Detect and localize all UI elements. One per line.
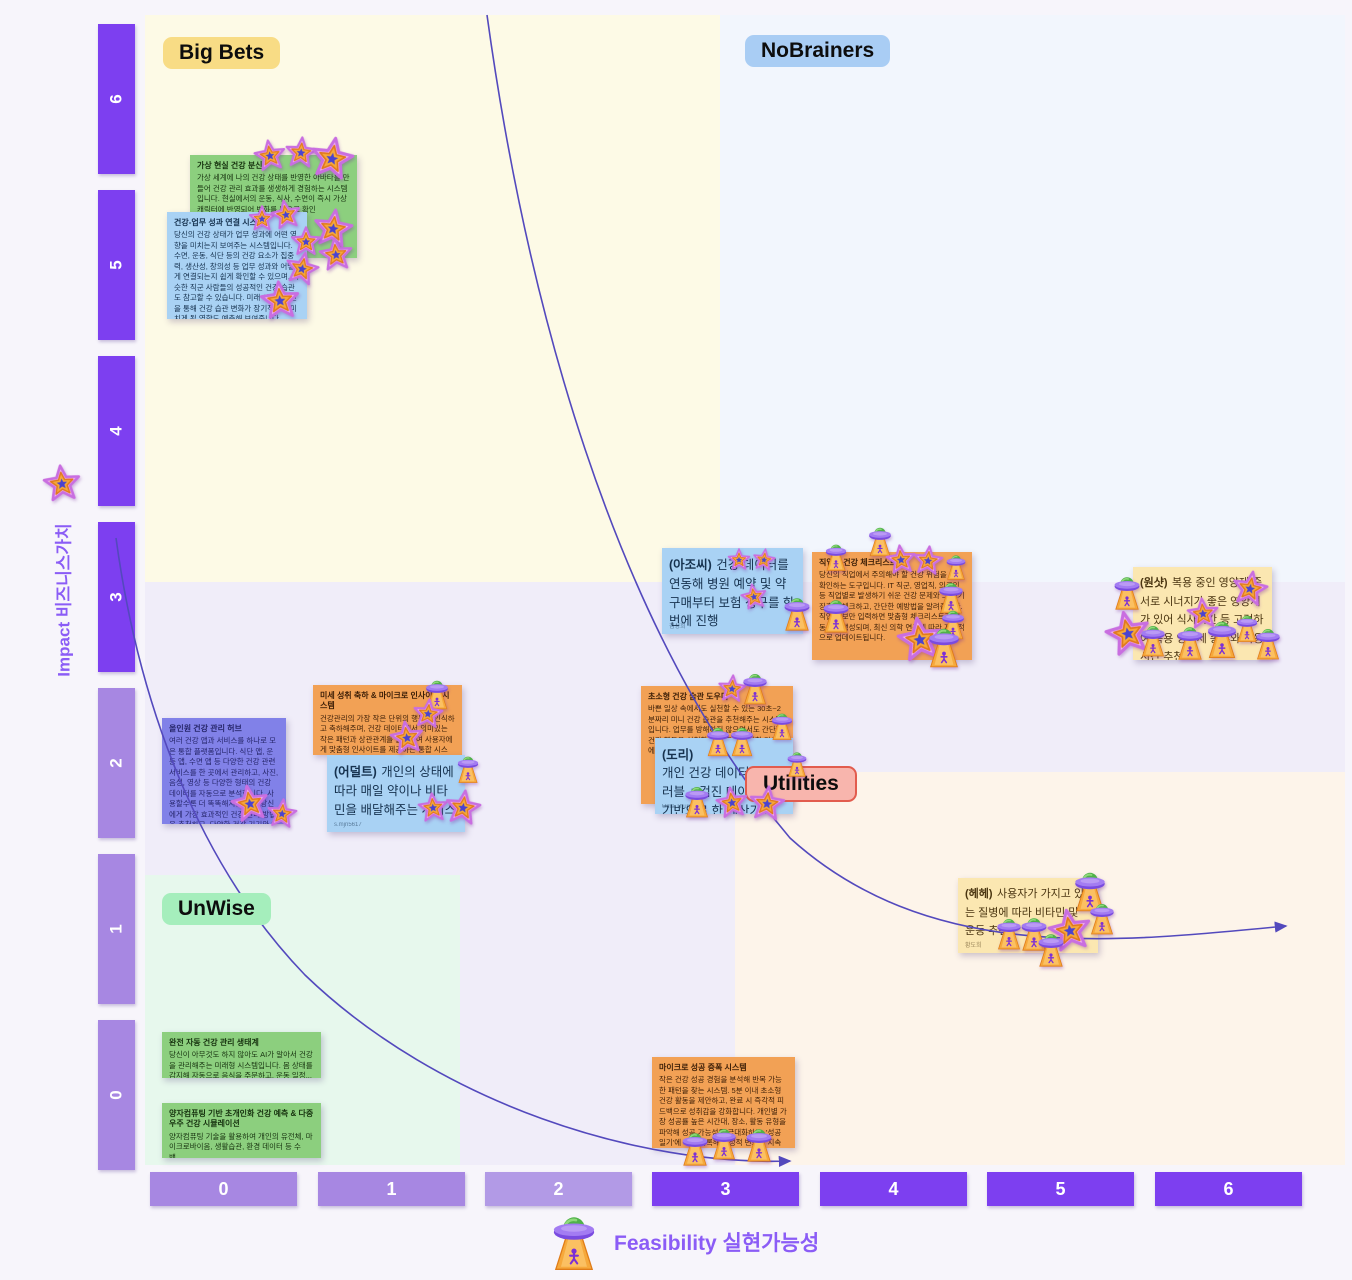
note-handle: (어덜트) <box>334 765 377 779</box>
label-nobrainers[interactable]: NoBrainers <box>745 35 891 67</box>
ufo-sticker-icon[interactable] <box>944 553 968 581</box>
x-axis-tick-6: 6 <box>1155 1172 1302 1206</box>
star-sticker-icon[interactable] <box>387 718 428 759</box>
y-axis-tick-3: 3 <box>98 522 135 672</box>
ufo-sticker-icon[interactable] <box>679 1130 711 1167</box>
ufo-sticker-icon[interactable] <box>1253 626 1283 661</box>
note-author: s.mjn5617 <box>334 822 362 828</box>
star-sticker-icon[interactable] <box>713 784 751 822</box>
y-axis-tick-0: 0 <box>98 1020 135 1170</box>
star-sticker-icon[interactable] <box>442 787 485 830</box>
ufo-sticker-icon[interactable] <box>743 1126 775 1163</box>
x-axis-legend: Feasibility 실현가능성 <box>548 1212 819 1272</box>
note-title: 가상 현실 건강 분신 <box>197 161 263 170</box>
y-axis-tick-6: 6 <box>98 24 135 174</box>
star-sticker-icon[interactable] <box>727 548 751 572</box>
ufo-sticker-icon[interactable] <box>820 597 852 634</box>
ufo-sticker-icon[interactable] <box>994 916 1024 951</box>
star-sticker-icon[interactable] <box>738 581 770 613</box>
ufo-sticker-icon[interactable] <box>740 671 770 706</box>
label-big-bets[interactable]: Big Bets <box>163 37 281 69</box>
star-sticker-icon[interactable] <box>750 546 777 573</box>
note-body: 양자컴퓨팅 기술을 활용하여 개인의 유전체, 마이크로바이옴, 생활습관, 환… <box>169 1131 313 1158</box>
y-axis-title: Impact 비즈니스가치 <box>54 523 74 677</box>
note-body: 당신이 아무것도 하지 않아도 AI가 알아서 건강을 관리해주는 미래형 시스… <box>169 1050 313 1078</box>
quadrant-utilities-area <box>735 772 1345 1165</box>
x-axis-tick-1: 1 <box>318 1172 465 1206</box>
note-title: 마이크로 성공 증폭 시스템 <box>659 1063 747 1072</box>
note-body: 가상 세계에 나의 건강 상태를 반영한 아바타를 만들어 건강 관리 효과를 … <box>197 173 350 214</box>
ufo-sticker-icon[interactable] <box>682 784 712 819</box>
note-title: 건강-업무 성과 연결 시스템 <box>174 218 265 227</box>
ufo-sticker-icon[interactable] <box>1111 574 1143 611</box>
note-author: 황도희 <box>965 943 982 949</box>
ufo-sticker-icon[interactable] <box>1138 623 1168 658</box>
note-handle: (도리) <box>662 748 694 762</box>
ufo-sticker-icon[interactable] <box>709 1126 739 1161</box>
star-sticker-icon[interactable] <box>305 132 358 185</box>
note-title: 양자컴퓨팅 기반 초개인화 건강 예측 & 다중우주 건강 시뮬레이션 <box>169 1109 314 1129</box>
star-sticker-icon[interactable] <box>40 462 84 506</box>
ufo-sticker-icon[interactable] <box>925 625 963 669</box>
label-unwise[interactable]: UnWise <box>162 893 271 925</box>
star-sticker-icon[interactable] <box>264 796 299 831</box>
quadrant-nobrainers-area <box>720 15 1345 582</box>
ufo-sticker-icon[interactable] <box>455 754 481 784</box>
note-handle: (아조씨) <box>669 558 712 572</box>
x-axis-tick-2: 2 <box>485 1172 632 1206</box>
ufo-sticker-icon[interactable] <box>781 595 813 632</box>
x-axis-title: Feasibility 실현가능성 <box>614 1232 820 1255</box>
ufo-sticker-icon[interactable] <box>823 542 849 572</box>
note-handle: (헤헤) <box>965 888 993 900</box>
ufo-sticker-icon[interactable] <box>728 725 756 757</box>
note-title: 완전 자동 건강 관리 생태계 <box>169 1038 259 1047</box>
y-axis-tick-2: 2 <box>98 688 135 838</box>
star-sticker-icon[interactable] <box>910 543 945 578</box>
ufo-sticker-icon[interactable] <box>769 711 795 741</box>
ufo-icon <box>552 1216 596 1271</box>
star-sticker-icon[interactable] <box>1228 567 1272 611</box>
x-axis-tick-4: 4 <box>820 1172 967 1206</box>
x-axis-tick-5: 5 <box>987 1172 1134 1206</box>
star-sticker-icon[interactable] <box>746 783 788 825</box>
x-axis-tick-0: 0 <box>150 1172 297 1206</box>
y-axis-tick-1: 1 <box>98 854 135 1004</box>
ufo-sticker-icon[interactable] <box>1174 624 1206 661</box>
y-axis-tick-5: 5 <box>98 190 135 340</box>
ufo-sticker-icon[interactable] <box>1035 931 1067 968</box>
x-axis-tick-3: 3 <box>652 1172 799 1206</box>
note-body: 당신의 건강 상태가 업무 성과에 어떤 영향을 미치는지 보여주는 시스템입니… <box>174 230 299 319</box>
note-quantum-sim[interactable]: 양자컴퓨팅 기반 초개인화 건강 예측 & 다중우주 건강 시뮬레이션 양자컴퓨… <box>162 1103 321 1158</box>
y-axis-tick-4: 4 <box>98 356 135 506</box>
star-sticker-icon[interactable] <box>257 278 303 324</box>
note-author: 김성희 <box>669 624 686 630</box>
note-auto-ecosystem[interactable]: 완전 자동 건강 관리 생태계 당신이 아무것도 하지 않아도 AI가 알아서 … <box>162 1032 321 1078</box>
note-title: 올인원 건강 관리 허브 <box>169 724 242 733</box>
note-handle: (원샷) <box>1140 577 1168 589</box>
ufo-sticker-icon[interactable] <box>785 750 809 778</box>
